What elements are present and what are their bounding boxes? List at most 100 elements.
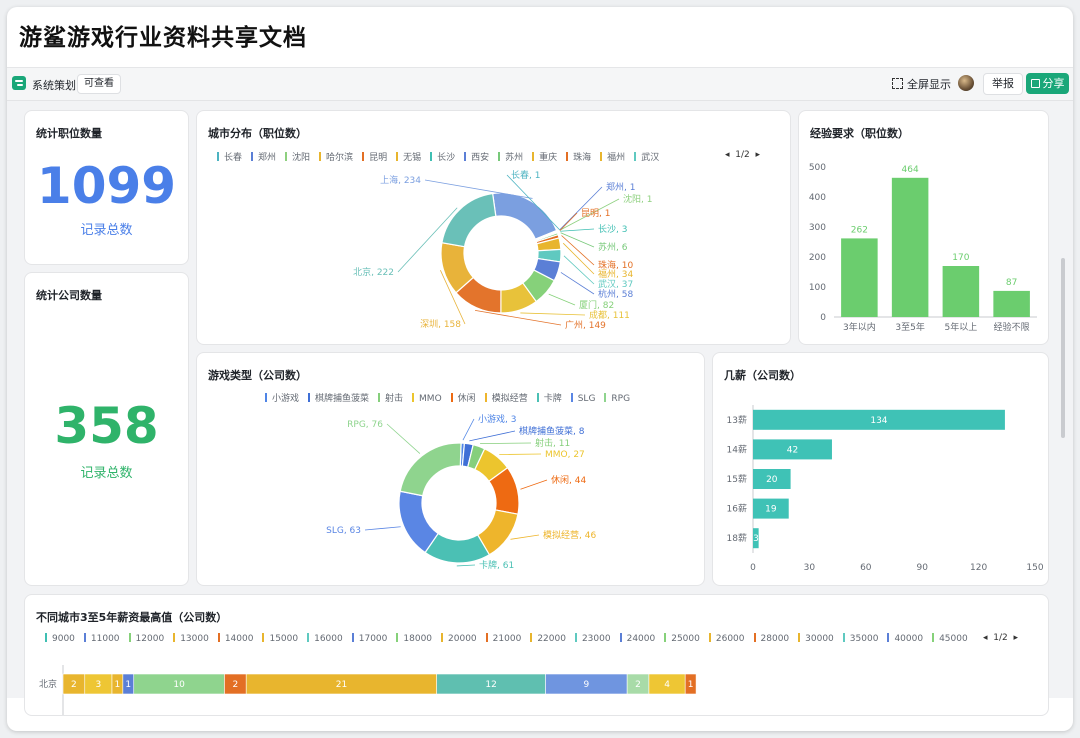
legend-label: 苏州 <box>505 153 524 163</box>
city-data-label: 福州, 34 <box>598 268 633 280</box>
city-data-label: 武汉, 37 <box>598 278 633 290</box>
genre-slice <box>399 442 462 497</box>
genre-legend-item[interactable]: 卡牌 <box>536 391 562 404</box>
salary-level-legend-item[interactable]: 22000 <box>530 633 566 644</box>
genre-label-line <box>520 479 548 490</box>
salary-level-legend-item[interactable]: 24000 <box>619 633 655 644</box>
city-data-label: 厦门, 82 <box>579 299 614 311</box>
salary-level-legend-item[interactable]: 25000 <box>664 633 700 644</box>
salary-level-legend-item[interactable]: 26000 <box>708 633 745 644</box>
salary-level-legend-item[interactable]: 14000 <box>217 633 253 644</box>
x-tick-label: 30 <box>804 563 816 573</box>
city-legend-pager[interactable]: ◂ 1/2 ▸ <box>725 150 760 160</box>
city-label-line <box>506 174 560 230</box>
legend-label: 25000 <box>671 634 700 644</box>
city-data-label: 苏州, 6 <box>598 241 628 253</box>
salary-bar <box>753 528 759 549</box>
segment-value-label: 1 <box>688 680 694 690</box>
city-legend-item[interactable]: 长沙 <box>430 150 455 163</box>
legend-label: 16000 <box>314 634 343 644</box>
salary-level-legend-item[interactable]: 35000 <box>842 633 878 644</box>
genre-legend-item[interactable]: 休闲 <box>450 391 476 404</box>
pager-prev-icon[interactable]: ◂ <box>725 150 730 160</box>
salary-level-legend-item[interactable]: 45000 <box>932 633 968 644</box>
genre-data-label: MMO, 27 <box>545 450 585 460</box>
city-legend-item[interactable]: 哈尔滨 <box>319 150 353 163</box>
city-legend-item[interactable]: 福州 <box>600 150 625 163</box>
salary-level-legend-item[interactable]: 16000 <box>307 633 343 644</box>
city-data-label: 长春, 1 <box>511 169 540 181</box>
x-tick-label: 3年以内 <box>843 321 876 333</box>
genre-legend-item[interactable]: MMO <box>412 393 442 404</box>
legend-label: 沈阳 <box>292 153 311 163</box>
share-label: 分享 <box>1042 77 1065 90</box>
city-label-line <box>560 232 595 248</box>
dashboard-name[interactable]: 系统策划 <box>32 79 76 92</box>
exp-bar-chart: 0 100 200 300 400 500 262 3年以内 464 3至5年 170 5年以上 87 经… <box>809 163 1037 333</box>
city-legend-item[interactable]: 重庆 <box>532 150 557 163</box>
genre-legend-item[interactable]: 小游戏 <box>265 391 299 404</box>
fullscreen-button[interactable]: 全屏显示 <box>892 76 951 92</box>
bottom-page-indicator: 1/2 <box>993 633 1008 643</box>
stat-card-companies: 统计公司数量 358 记录总数 <box>24 272 189 586</box>
stat-jobs-title: 统计职位数量 <box>36 127 102 140</box>
salary-level-legend-item[interactable]: 12000 <box>128 633 164 644</box>
avatar[interactable] <box>958 75 974 91</box>
salary-level-legend-item[interactable]: 30000 <box>798 633 834 644</box>
legend-swatch <box>498 152 501 161</box>
salary-level-legend-item[interactable]: 13000 <box>173 633 209 644</box>
city-legend-item[interactable]: 无锡 <box>396 150 421 163</box>
legend-label: 武汉 <box>641 153 660 163</box>
city-data-label: 昆明, 1 <box>581 208 610 219</box>
y-tick-label: 北京 <box>39 678 57 690</box>
salary-level-legend-item[interactable]: 21000 <box>485 633 521 644</box>
genre-legend-item[interactable]: RPG <box>604 393 630 404</box>
city-legend-item[interactable]: 苏州 <box>498 150 523 163</box>
salary-level-legend-item[interactable]: 40000 <box>887 633 923 644</box>
genre-legend-item[interactable]: 模拟经营 <box>484 391 528 404</box>
city-data-label: 成都, 111 <box>589 309 630 321</box>
salary-chart-card: 几薪（公司数） 0 30 60 90 120 150 13薪 134 14薪 42 15薪 20 16薪… <box>712 352 1049 586</box>
legend-label: 20000 <box>448 634 477 644</box>
salary-level-legend-item[interactable]: 23000 <box>574 633 611 644</box>
city-legend-item[interactable]: 西安 <box>464 150 489 163</box>
salary-level-legend-item[interactable]: 20000 <box>441 633 477 644</box>
city-chart-card: 城市分布（职位数） 长春 郑州 沈阳 哈尔滨 昆明 无锡 长沙 西安 苏州 重庆 珠海 福州 武汉 ◂ … <box>196 110 791 345</box>
segment-value-label: 12 <box>485 680 496 690</box>
legend-swatch <box>530 633 533 642</box>
legend-swatch <box>262 633 265 642</box>
pager-prev-icon[interactable]: ◂ <box>983 633 988 643</box>
legend-label: 珠海 <box>573 153 592 163</box>
legend-label: 卡牌 <box>543 394 562 404</box>
share-button[interactable]: 分享 <box>1026 73 1069 94</box>
pager-next-icon[interactable]: ▸ <box>1013 633 1019 643</box>
stat-companies-title: 统计公司数量 <box>36 289 102 302</box>
city-legend-item[interactable]: 昆明 <box>362 150 387 163</box>
city-data-label: 郑州, 1 <box>606 181 635 193</box>
genre-legend-item[interactable]: SLG <box>570 393 595 404</box>
city-legend-item[interactable]: 郑州 <box>251 150 276 163</box>
city-legend-item[interactable]: 沈阳 <box>285 150 310 163</box>
salary-level-legend-item[interactable]: 15000 <box>262 633 298 644</box>
city-label-line <box>548 293 576 306</box>
genre-legend-item[interactable]: 棋牌捕鱼菠菜 <box>308 391 369 404</box>
scrollbar[interactable] <box>1061 258 1065 438</box>
pager-next-icon[interactable]: ▸ <box>755 150 761 160</box>
salary-level-legend-item[interactable]: 9000 <box>45 633 75 644</box>
legend-label: 小游戏 <box>272 394 300 404</box>
salary-level-legend-item[interactable]: 11000 <box>83 633 120 644</box>
genre-legend-item[interactable]: 射击 <box>378 391 403 404</box>
report-button[interactable]: 举报 <box>983 73 1023 95</box>
exp-value-label: 170 <box>952 253 969 263</box>
city-legend-item[interactable]: 武汉 <box>634 150 659 163</box>
city-legend-item[interactable]: 珠海 <box>566 150 591 163</box>
y-tick-label: 15薪 <box>727 473 747 485</box>
salary-level-legend-item[interactable]: 18000 <box>396 633 432 644</box>
bottom-legend-pager[interactable]: ◂ 1/2 ▸ <box>983 633 1018 643</box>
city-legend-item[interactable]: 长春 <box>217 150 242 163</box>
city-data-label: 广州, 149 <box>565 319 606 331</box>
salary-level-legend-item[interactable]: 17000 <box>351 633 387 644</box>
stat-card-jobs: 统计职位数量 1099 记录总数 <box>24 110 189 265</box>
salary-level-legend-item[interactable]: 28000 <box>753 633 789 644</box>
